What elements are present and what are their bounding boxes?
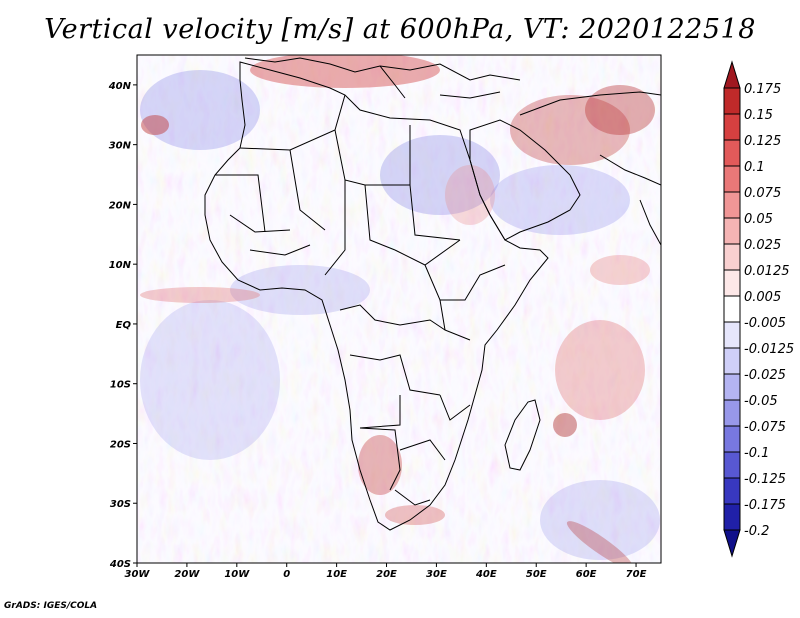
colorbar-label: -0.075 [744,420,786,435]
lon-tick-label: 50E [526,569,547,580]
footer-credit: GrADS: IGES/COLA [4,601,98,611]
lon-tick-label: 0 [283,569,290,580]
lat-tick-label: 10N [109,260,132,271]
colorbar-label: -0.125 [744,472,786,487]
colorbar-swatch [723,113,741,141]
colorbar-swatch [723,347,741,375]
lat-tick-label: 20N [109,200,132,211]
colorbar-label: 0.125 [744,134,781,149]
lat-tick-label: 20S [110,439,131,450]
colorbar-label: 0.075 [744,186,781,201]
colorbar-label: -0.1 [744,446,769,461]
colorbar: 0.175 0.15 0.125 0.1 0.075 0.05 0.025 0.0125 0.0… [723,60,794,558]
lat-tick-label: 30S [110,499,131,510]
colorbar-swatch [723,165,741,193]
colorbar-label: 0.05 [744,212,773,227]
colorbar-label: -0.025 [744,368,786,383]
lat-axis: 40N 30N 20N 10N EQ 10S 20S 30S 40S [108,81,137,570]
lon-tick-label: 40E [475,569,497,580]
colorbar-swatch [723,191,741,219]
coastlines [204,57,661,531]
colorbar-swatch [723,139,741,167]
map-frame [136,54,662,564]
colorbar-label: 0.1 [744,160,765,175]
lat-tick-label: 30N [109,141,132,152]
colorbar-label: 0.15 [744,108,773,123]
colorbar-swatch [723,477,741,505]
colorbar-swatch [723,217,741,245]
colorbar-swatch [723,373,741,401]
lon-tick-label: 60E [576,569,597,580]
colorbar-swatch [723,87,741,115]
lat-tick-label: 40S [109,559,131,570]
colorbar-swatch [723,295,741,323]
colorbar-label: 0.025 [744,238,781,253]
lon-tick-label: 20E [376,569,397,580]
velocity-field [137,55,661,563]
lon-tick-label: 20W [174,569,200,580]
chart-title: Vertical velocity [m/s] at 600hPa, VT: 2… [44,14,756,45]
colorbar-swatch [723,243,741,271]
colorbar-swatch [723,503,741,531]
colorbar-bottom-arrow [723,529,741,558]
lon-tick-label: 30W [125,569,151,580]
lon-axis: 30W 20W 10W 0 10E 20E 30E 40E 50E 60E 70E [125,563,647,580]
colorbar-label: 0.005 [744,290,781,305]
colorbar-label: 0.175 [744,82,781,97]
colorbar-swatch [723,425,741,453]
lon-tick-label: 10W [224,569,250,580]
colorbar-swatch [723,269,741,297]
colorbar-swatch [723,399,741,427]
lat-tick-label: 10S [110,380,131,391]
lon-tick-label: 70E [626,569,647,580]
lon-tick-label: 30E [426,569,447,580]
colorbar-label: -0.0125 [744,342,794,357]
colorbar-label: -0.05 [744,394,778,409]
colorbar-label: -0.005 [744,316,786,331]
lat-tick-label: 40N [108,81,132,92]
lon-tick-label: 10E [326,569,347,580]
colorbar-swatch [723,451,741,479]
colorbar-swatch [723,321,741,349]
lat-tick-label: EQ [116,320,132,331]
colorbar-label: 0.0125 [744,264,790,279]
colorbar-label: -0.175 [744,498,786,513]
colorbar-label: -0.2 [744,524,769,539]
colorbar-top-arrow [723,60,741,89]
